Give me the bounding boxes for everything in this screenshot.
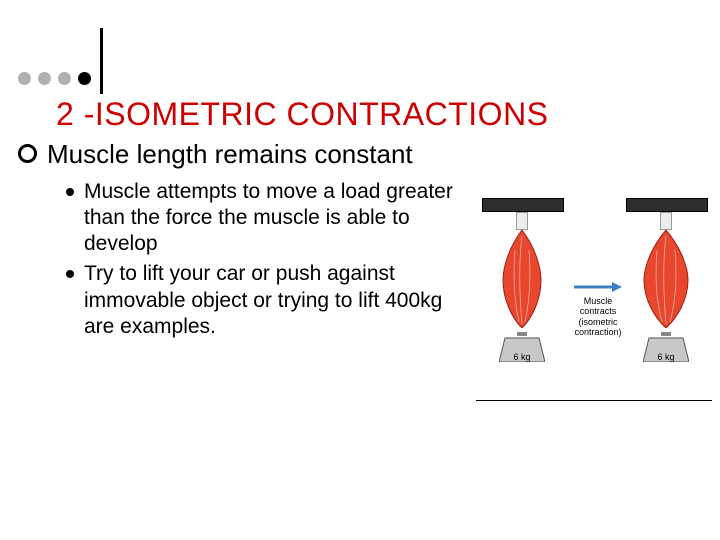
weight-icon: 6 kg <box>499 332 545 366</box>
isometric-figure: 6 kg 6 kg Musclecontracts(isometricco <box>476 190 712 401</box>
bullet-filled-circle-icon <box>66 270 74 278</box>
slide-title: 2 -ISOMETRIC CONTRACTIONS <box>56 96 549 133</box>
bullet-level1: Muscle length remains constant <box>18 138 702 171</box>
muscle-left: 6 kg <box>482 198 562 366</box>
muscle-body-icon <box>641 230 691 328</box>
bullet-level2: Try to lift your car or push against imm… <box>66 261 466 340</box>
bullet-level1-text: Muscle length remains constant <box>47 138 413 171</box>
figure-caption-text: Musclecontracts(isometriccontraction) <box>574 296 621 337</box>
bullet-level2: Muscle attempts to move a load greater t… <box>66 179 466 258</box>
fixed-bar-icon <box>482 198 564 212</box>
decor-dot <box>18 72 31 85</box>
bullet-open-circle-icon <box>18 144 37 163</box>
decor-dot <box>58 72 71 85</box>
figure-caption: Musclecontracts(isometriccontraction) <box>572 296 624 337</box>
bullet-level2-text: Try to lift your car or push against imm… <box>84 261 466 340</box>
weight-label: 6 kg <box>643 352 689 362</box>
weight-icon: 6 kg <box>643 332 689 366</box>
muscle-right: 6 kg <box>626 198 706 366</box>
bone-icon <box>660 212 672 230</box>
bullet-level2-text: Muscle attempts to move a load greater t… <box>84 179 466 258</box>
decor-vline <box>100 28 103 94</box>
decor-dot <box>38 72 51 85</box>
decor-dot <box>78 72 91 85</box>
bullet-filled-circle-icon <box>66 188 74 196</box>
fixed-bar-icon <box>626 198 708 212</box>
bone-icon <box>516 212 528 230</box>
muscle-body-icon <box>497 230 547 328</box>
weight-label: 6 kg <box>499 352 545 362</box>
